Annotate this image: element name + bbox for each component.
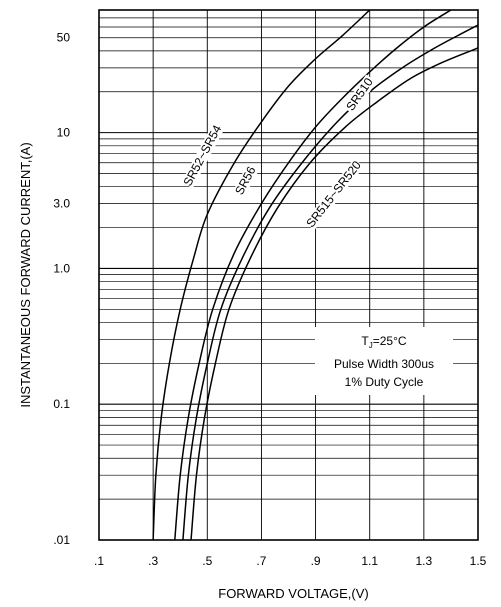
x-tick-label: .9 — [311, 554, 321, 568]
x-tick-label: .1 — [94, 554, 104, 568]
y-axis-label: INSTANTANEOUS FORWARD CURRENT,(A) — [18, 142, 33, 407]
curve-group — [152, 10, 478, 540]
note-pulse-width: Pulse Width 300us — [334, 357, 434, 371]
y-tick-label: 0.1 — [53, 397, 70, 411]
curve-label-background — [343, 74, 377, 115]
series-line — [182, 24, 478, 540]
y-tick-label: 50 — [57, 31, 71, 45]
x-tick-label: .7 — [256, 554, 266, 568]
y-tick-label: 10 — [57, 126, 71, 140]
grid — [98, 9, 479, 541]
x-axis-label: FORWARD VOLTAGE,(V) — [218, 586, 368, 601]
series-line — [190, 47, 478, 540]
curve-label-background — [181, 123, 225, 189]
x-tick-label: 1.3 — [416, 554, 433, 568]
x-tick-labels: .1 .3 .5 .7 .9 1.1 1.3 1.5 — [94, 554, 487, 568]
note-background — [315, 327, 453, 395]
note-temperature: TJ=25°C — [361, 334, 406, 350]
x-tick-label: 1.5 — [470, 554, 487, 568]
note-duty-cycle: 1% Duty Cycle — [345, 375, 424, 389]
x-tick-label: .5 — [202, 554, 212, 568]
curve-label: SR510 — [343, 75, 376, 113]
curves — [152, 10, 478, 540]
curve-label: SR56 — [232, 164, 259, 197]
plot-frame — [98, 9, 479, 541]
series-line — [174, 10, 452, 540]
curve-label-group: SR510 — [343, 74, 377, 115]
curve-label-group: SR56 — [232, 163, 260, 199]
y-tick-label: .01 — [53, 533, 70, 547]
test-conditions-note: TJ=25°C Pulse Width 300us 1% Duty Cycle — [315, 327, 453, 395]
y-tick-labels: .01 0.1 1.0 3.0 10 50 — [53, 31, 70, 547]
x-tick-label: 1.1 — [361, 554, 378, 568]
curve-label-background — [232, 163, 260, 199]
curve-label-background — [304, 158, 365, 231]
series-line — [152, 10, 371, 540]
y-tick-label: 1.0 — [53, 261, 70, 275]
x-tick-label: .3 — [148, 554, 158, 568]
curve-label-group: SR515~SR520 — [303, 158, 365, 231]
curve-label: SR515~SR520 — [303, 158, 364, 230]
y-tick-label: 3.0 — [53, 197, 70, 211]
